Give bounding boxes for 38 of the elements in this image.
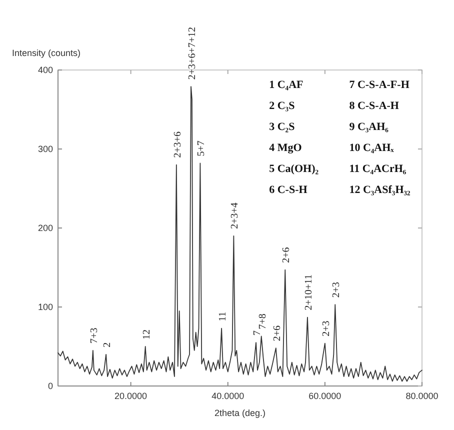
y-tick-label: 100: [38, 302, 53, 312]
annotation: 7 C-S-A-F-H: [349, 79, 410, 91]
annotation: 2+3: [320, 320, 332, 336]
annotation: 9 C₃AH₆: [349, 121, 390, 133]
annotation: 2: [102, 342, 114, 348]
annotation: 2+10+11: [303, 274, 314, 310]
annotation: 3 C₂S: [269, 121, 295, 133]
annotation: 12: [141, 330, 152, 340]
y-axis-title: Intensity (counts): [12, 48, 81, 58]
annotation: 7+8: [257, 314, 268, 330]
annotation: 2+3: [331, 282, 342, 298]
annotation: 4 MgO: [269, 142, 302, 154]
x-tick-label: 80.0000: [406, 391, 438, 401]
annotation: 2+3+4: [230, 202, 241, 229]
annotation: 6 C-S-H: [269, 184, 308, 196]
annotation: 5+7: [196, 140, 208, 156]
x-tick-label: 20.0000: [114, 391, 148, 401]
annotation: 2+6: [281, 247, 292, 263]
y-tick-label: 200: [38, 223, 53, 234]
annotation: 10 C₄AHₓ: [349, 142, 395, 154]
x-tick-label: 40.0000: [212, 391, 244, 401]
y-tick-label: 400: [38, 65, 53, 76]
annotation: 1 C₄AF: [269, 79, 304, 91]
annotation: 11: [218, 312, 229, 322]
annotation: 2 C₃S: [269, 100, 295, 112]
annotation: 12 C₃ASf₃H₃₂: [349, 184, 412, 196]
annotation: 2+3+6: [172, 132, 184, 158]
annotation: 5 Ca(OH)₂: [269, 163, 320, 175]
x-tick-label: 60.0000: [308, 391, 342, 401]
y-tick-label: 300: [38, 144, 53, 154]
annotation: 7+3: [88, 328, 100, 344]
annotation: 11 C₄ACrH₆: [349, 163, 407, 175]
x-axis-title: 2theta (deg.): [214, 408, 266, 418]
y-tick-label: 0: [48, 381, 53, 392]
annotation: 2+6: [272, 325, 283, 342]
annotation: 2+3+6+7+12: [186, 27, 198, 80]
annotation: 7: [252, 330, 264, 336]
annotation: 8 C-S-A-H: [349, 100, 400, 112]
